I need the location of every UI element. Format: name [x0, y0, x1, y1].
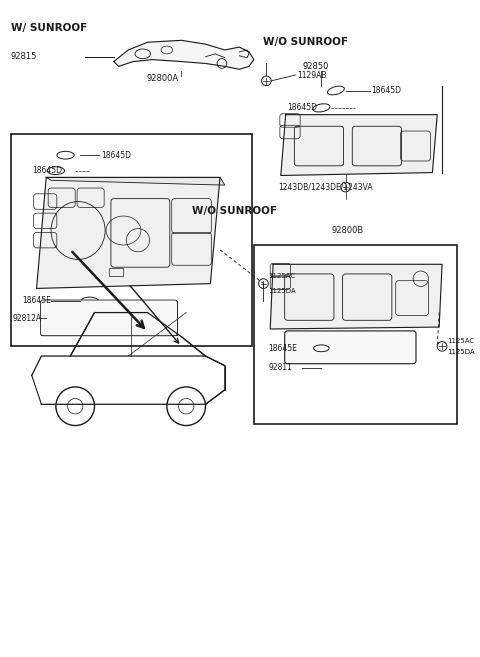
Text: 1125DA: 1125DA [268, 288, 296, 294]
Text: 92815: 92815 [11, 52, 37, 61]
Text: 1129AB: 1129AB [297, 70, 327, 79]
Text: 18645D: 18645D [372, 86, 402, 95]
Text: 92812A: 92812A [12, 314, 42, 323]
Ellipse shape [47, 167, 65, 175]
Bar [11, 134, 252, 346]
Text: 1125AC: 1125AC [447, 338, 474, 344]
Polygon shape [114, 40, 254, 69]
FancyBboxPatch shape [40, 300, 178, 336]
Circle shape [341, 182, 350, 192]
Ellipse shape [313, 104, 330, 112]
Text: W/ SUNROOF: W/ SUNROOF [11, 23, 87, 33]
Ellipse shape [327, 86, 344, 95]
Text: 1125AC: 1125AC [268, 273, 295, 279]
Text: W/O SUNROOF: W/O SUNROOF [264, 37, 348, 47]
Polygon shape [36, 177, 220, 288]
Text: 92850: 92850 [302, 62, 328, 71]
Text: 18645E: 18645E [268, 344, 297, 353]
Text: 18645D: 18645D [32, 166, 62, 175]
Ellipse shape [313, 345, 329, 351]
Text: 18645D: 18645D [288, 103, 318, 112]
Text: 92800A: 92800A [146, 74, 178, 83]
Polygon shape [281, 115, 437, 175]
Bar [254, 245, 456, 424]
Text: W/O SUNROOF: W/O SUNROOF [192, 206, 277, 216]
Ellipse shape [81, 297, 98, 305]
Text: 1243DB/1243DE/1243VA: 1243DB/1243DE/1243VA [278, 183, 372, 192]
Circle shape [56, 387, 95, 426]
Polygon shape [270, 264, 442, 329]
FancyBboxPatch shape [285, 331, 416, 364]
Text: 92811: 92811 [268, 363, 292, 372]
Bar [41, 301, 177, 335]
Text: 92800B: 92800B [331, 226, 363, 235]
Polygon shape [46, 177, 225, 185]
Circle shape [259, 279, 268, 288]
Circle shape [262, 76, 271, 85]
Circle shape [437, 342, 447, 351]
Text: 18645D: 18645D [101, 150, 131, 160]
Bar [109, 268, 123, 276]
Circle shape [167, 387, 205, 426]
Text: 1125DA: 1125DA [447, 349, 475, 355]
Text: 18645E: 18645E [22, 296, 51, 306]
Ellipse shape [57, 151, 74, 159]
